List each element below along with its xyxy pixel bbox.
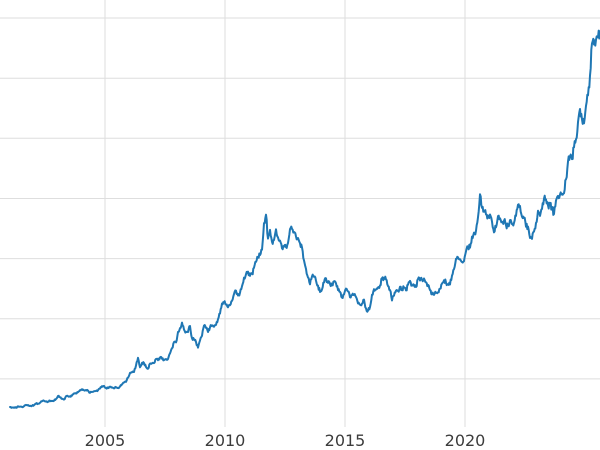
x-tick-label: 2010 xyxy=(205,431,246,450)
x-tick-label: 2005 xyxy=(85,431,126,450)
x-tick-label: 2015 xyxy=(325,431,366,450)
x-tick-label: 2020 xyxy=(445,431,486,450)
gridlines xyxy=(0,0,600,427)
price-line xyxy=(9,29,600,409)
price-series-path xyxy=(9,29,600,409)
x-axis-labels: 2005 2010 2015 2020 xyxy=(85,431,486,450)
